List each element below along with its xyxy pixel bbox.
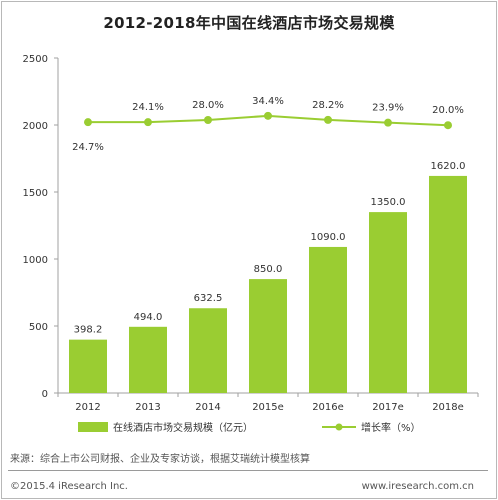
- bar-value-label: 398.2: [74, 325, 103, 336]
- x-tick-label: 2014: [195, 402, 220, 413]
- website-text: www.iresearch.com.cn: [361, 481, 474, 492]
- growth-label: 23.9%: [372, 103, 404, 114]
- x-tick-label: 2013: [135, 402, 160, 413]
- bar-value-label: 1620.0: [431, 161, 466, 172]
- legend-bar-label: 在线酒店市场交易规模（亿元）: [113, 421, 253, 434]
- bar: [309, 246, 347, 393]
- y-tick-label: 2000: [23, 121, 48, 132]
- legend-line-label: 增长率（%）: [361, 421, 421, 434]
- growth-point: [384, 118, 392, 127]
- bar-value-label: 850.0: [254, 264, 283, 275]
- growth-point: [324, 115, 332, 124]
- bar-value-label: 632.5: [194, 293, 223, 304]
- growth-label: 28.2%: [312, 100, 344, 111]
- x-tick-label: 2012: [75, 402, 100, 413]
- y-tick-label: 500: [29, 322, 48, 333]
- x-tick-label: 2016e: [312, 402, 344, 413]
- growth-label: 20.0%: [432, 105, 464, 116]
- bar: [129, 326, 167, 393]
- bar-value-label: 1350.0: [371, 197, 406, 208]
- bar-value-label: 494.0: [134, 312, 163, 323]
- y-tick-label: 1500: [23, 188, 48, 199]
- source-note: 来源：综合上市公司财报、企业及专家访谈，根据艾瑞统计模型核算: [10, 454, 310, 465]
- growth-label: 24.7%: [72, 142, 104, 153]
- x-tick-label: 2018e: [432, 402, 464, 413]
- x-tick-label: 2017e: [372, 402, 404, 413]
- legend-bar-swatch: [78, 422, 108, 432]
- growth-point: [84, 118, 92, 127]
- bar: [189, 308, 227, 393]
- bar-value-label: 1090.0: [311, 232, 346, 243]
- y-tick-label: 1000: [23, 255, 48, 266]
- x-tick-label: 2015e: [252, 402, 284, 413]
- growth-point: [444, 121, 452, 130]
- bar: [369, 212, 407, 393]
- growth-point: [264, 111, 272, 120]
- bar: [69, 339, 107, 393]
- growth-label: 34.4%: [252, 96, 284, 107]
- bar: [429, 175, 467, 393]
- y-tick-label: 2500: [23, 54, 48, 65]
- growth-point: [144, 118, 152, 127]
- copyright-text: ©2015.4 iResearch Inc.: [10, 481, 128, 492]
- growth-point: [204, 116, 212, 124]
- bar: [249, 279, 287, 393]
- legend-line-marker: [335, 423, 343, 431]
- footer-divider: [8, 470, 488, 471]
- growth-label: 28.0%: [192, 100, 224, 111]
- chart-title: 2012-2018年中国在线酒店市场交易规模: [103, 14, 395, 32]
- y-tick-label: 0: [42, 389, 48, 400]
- growth-label: 24.1%: [132, 102, 164, 113]
